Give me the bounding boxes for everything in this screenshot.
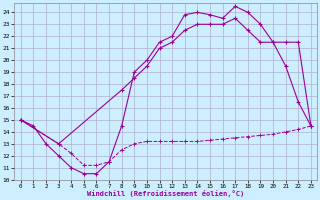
X-axis label: Windchill (Refroidissement éolien,°C): Windchill (Refroidissement éolien,°C)	[87, 190, 244, 197]
